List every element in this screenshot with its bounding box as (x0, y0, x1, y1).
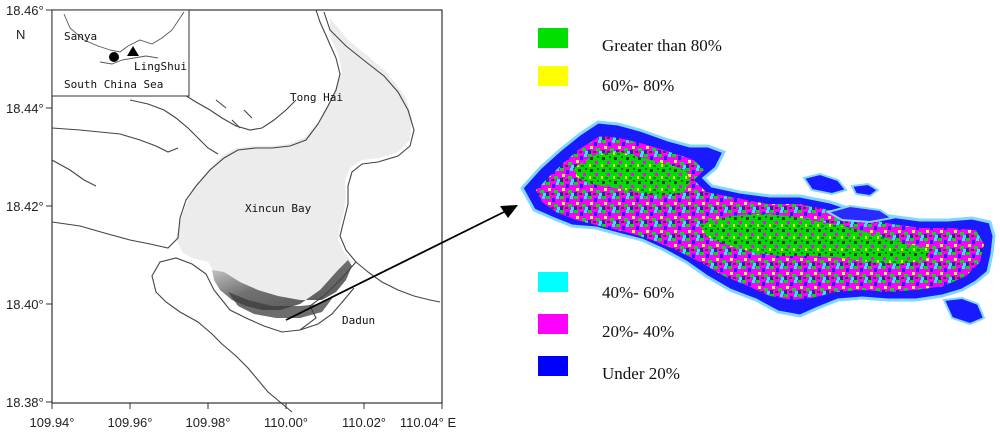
xincun-bay-label: Xincun Bay (245, 202, 312, 215)
latitude-axis: 18.46° 18.44° 18.42° 18.40° 18.38° (6, 3, 52, 410)
lon-tick-label: 109.94° (30, 415, 75, 430)
lon-tick-label: 110.02° (342, 415, 386, 430)
lon-tick-label: 109.98° (186, 415, 231, 430)
inset-south-china-sea-label: South China Sea (64, 78, 163, 91)
legend-label: 60%- 80% (602, 76, 674, 95)
coverage-islet (942, 296, 986, 326)
zoom-arrow (285, 205, 518, 321)
legend-label: Under 20% (602, 364, 680, 383)
arrow-head-icon (500, 205, 518, 218)
coverage-high-zone (700, 214, 930, 264)
coverage-legend: Greater than 80% 60%- 80% 40%- 60% 20%- … (538, 28, 722, 383)
seagrass-bed (212, 260, 352, 310)
seagrass-coverage-map (520, 120, 996, 326)
lat-tick-label: 18.44° (6, 101, 44, 116)
north-label: N (16, 27, 25, 42)
sanya-marker-icon (109, 52, 119, 62)
inset-sanya-label: Sanya (64, 30, 97, 43)
legend-swatch (538, 356, 568, 376)
coverage-islet (802, 172, 848, 196)
inset-lingshui-label: LingShui (134, 60, 187, 73)
coverage-islet (850, 182, 880, 198)
map-panel: Sanya LingShui South China Sea Tong Hai … (6, 3, 456, 430)
legend-item: 40%- 60% (538, 272, 674, 302)
legend-swatch (538, 314, 568, 334)
seagrass-bed-core (228, 292, 334, 318)
legend-swatch (538, 28, 568, 48)
legend-item: Under 20% (538, 356, 680, 383)
lat-tick-label: 18.42° (6, 199, 44, 214)
lat-tick-label: 18.46° (6, 3, 44, 18)
legend-label: 40%- 60% (602, 283, 674, 302)
lat-tick-label: 18.38° (6, 395, 44, 410)
dadun-label: Dadun (342, 314, 375, 327)
coastlines (51, 9, 441, 413)
lat-tick-label: 18.40° (6, 297, 44, 312)
location-inset: Sanya LingShui South China Sea (51, 9, 190, 97)
longitude-axis: 109.94° 109.96° 109.98° 110.00° 110.02° … (30, 403, 457, 430)
legend-swatch (538, 272, 568, 292)
legend-label: Greater than 80% (602, 36, 722, 55)
lon-tick-label: 110.04° E (400, 415, 457, 430)
legend-item: Greater than 80% (538, 28, 722, 55)
legend-label: 20%- 40% (602, 322, 674, 341)
xincun-bay-water (176, 18, 412, 308)
study-site-marker-icon (127, 46, 139, 56)
legend-swatch (538, 66, 568, 86)
lon-tick-label: 109.96° (108, 415, 153, 430)
coverage-high-zone (574, 152, 690, 196)
legend-item: 60%- 80% (538, 66, 674, 95)
lon-tick-label: 110.00° (264, 415, 308, 430)
coverage-islet (825, 204, 895, 224)
legend-item: 20%- 40% (538, 314, 674, 341)
tong-hai-label: Tong Hai (290, 91, 343, 104)
